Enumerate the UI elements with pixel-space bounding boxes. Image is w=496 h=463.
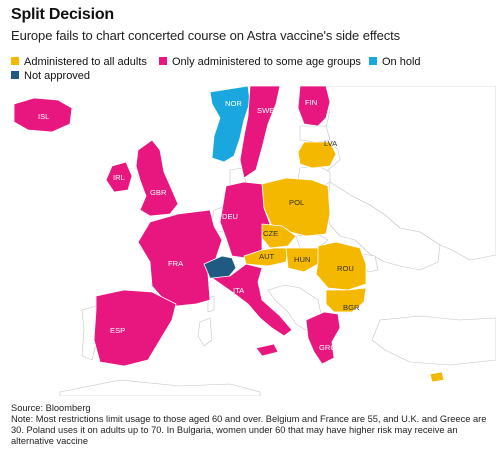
label-deu: DEU [222,212,238,221]
country-czechia [261,223,297,249]
country-spain [93,289,177,367]
legend-label-some-age-groups: Only administered to some age groups [172,56,361,68]
label-grc: GRC [319,343,336,352]
label-esp: ESP [110,326,125,335]
label-pol: POL [289,198,304,207]
legend-swatch-some-age-groups [159,57,167,65]
legend-label-on-hold: On hold [382,56,421,68]
legend-item-all-adults: Administered to all adults [11,56,147,68]
land-north-africa [59,379,261,396]
europe-map: ISL NOR SWE FIN LVA IRL GBR POL DEU CZE … [13,86,496,396]
country-france [137,209,223,307]
country-finland [297,86,331,127]
country-bulgaria [325,287,367,313]
country-latvia [297,141,337,169]
label-rou: ROU [337,264,354,273]
legend-swatch-not-approved [11,71,19,79]
label-gbr: GBR [150,188,167,197]
country-sweden [239,86,281,179]
land-belarus-ukraine [327,181,441,271]
country-iceland [13,97,73,133]
land-estonia [299,125,331,143]
country-poland [261,177,331,237]
country-united-kingdom [135,139,179,217]
label-fin: FIN [305,98,317,107]
label-isl: ISL [38,112,49,121]
country-switzerland [203,255,237,281]
label-lva: LVA [324,139,338,148]
label-aut: AUT [259,252,275,261]
chart-subtitle: Europe fails to chart concerted course o… [11,28,401,43]
legend-label-all-adults: Administered to all adults [24,56,147,68]
label-irl: IRL [113,173,125,182]
country-ireland [105,161,133,193]
country-sicily [255,343,279,357]
country-labels: ISL NOR SWE FIN LVA IRL GBR POL DEU CZE … [38,98,360,352]
label-nor: NOR [225,99,242,108]
country-italy [211,263,293,337]
label-cze: CZE [263,229,278,238]
legend-item-not-approved: Not approved [11,70,90,82]
land-turkey [371,315,496,366]
label-bgr: BGR [343,303,360,312]
country-greece [305,311,341,365]
country-cyprus [429,371,445,383]
land-sardinia [197,317,213,347]
source-note: Source: Bloomberg [11,403,91,413]
label-swe: SWE [257,106,274,115]
label-hun: HUN [294,255,310,264]
label-ita: ITA [233,286,245,295]
chart-title: Split Decision [11,6,114,23]
legend-swatch-all-adults [11,57,19,65]
legend-swatch-on-hold [369,57,377,65]
country-romania [315,241,367,291]
legend: Administered to all adults Only administ… [11,56,491,84]
footnote: Note: Most restrictions limit usage to t… [11,414,487,446]
legend-label-not-approved: Not approved [24,70,91,82]
legend-item-some-age-groups: Only administered to some age groups [159,56,361,68]
label-fra: FRA [168,259,184,268]
footer: Source: Bloomberg Note: Most restriction… [11,403,489,447]
country-germany [219,181,271,259]
legend-item-on-hold: On hold [369,56,421,68]
